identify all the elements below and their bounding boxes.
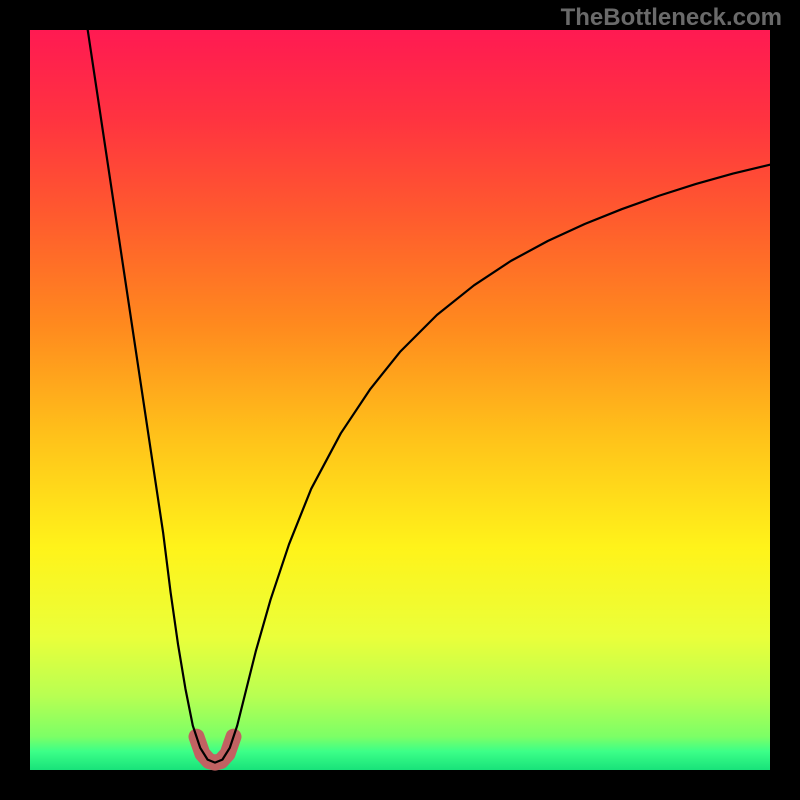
plot-background bbox=[30, 30, 770, 770]
bottleneck-chart bbox=[0, 0, 800, 800]
chart-container: TheBottleneck.com bbox=[0, 0, 800, 800]
